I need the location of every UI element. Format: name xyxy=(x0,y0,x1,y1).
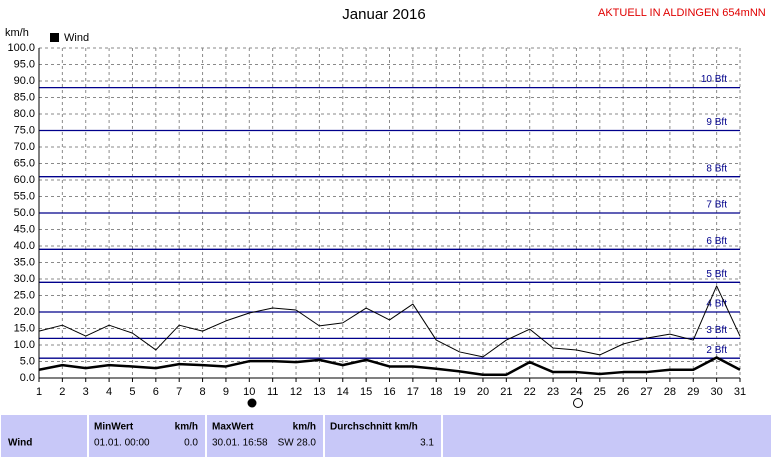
min-time: 01.01. 00:00 xyxy=(94,438,150,449)
y-tick-label: 70.0 xyxy=(14,141,35,153)
avg-header: Durchschnitt km/h xyxy=(330,422,418,433)
moon-full xyxy=(247,398,257,408)
legend-swatch xyxy=(50,33,59,42)
y-tick-label: 20.0 xyxy=(14,306,35,318)
x-tick-label: 17 xyxy=(407,386,419,398)
beaufort-label: 3 Bft xyxy=(706,325,727,336)
beaufort-label: 8 Bft xyxy=(706,163,727,174)
min-unit: km/h xyxy=(175,422,198,433)
x-tick-label: 18 xyxy=(430,386,442,398)
beaufort-label: 5 Bft xyxy=(706,269,727,280)
stats-table: Wind MinWert km/h 01.01. 00:00 0.0 MaxWe… xyxy=(0,413,772,458)
beaufort-label: 2 Bft xyxy=(706,345,727,356)
y-tick-label: 60.0 xyxy=(14,174,35,186)
x-tick-label: 10 xyxy=(243,386,255,398)
x-tick-label: 5 xyxy=(129,386,135,398)
x-tick-label: 16 xyxy=(383,386,395,398)
y-tick-label: 65.0 xyxy=(14,157,35,169)
x-tick-label: 23 xyxy=(547,386,559,398)
y-tick-label: 75.0 xyxy=(14,124,35,136)
y-tick-label: 100.0 xyxy=(7,42,35,54)
series-line xyxy=(38,285,741,358)
x-tick-label: 20 xyxy=(477,386,489,398)
x-tick-label: 25 xyxy=(594,386,606,398)
y-axis-label: km/h xyxy=(5,27,29,39)
x-tick-label: 1 xyxy=(36,386,42,398)
x-tick-label: 6 xyxy=(153,386,159,398)
table-cell xyxy=(205,413,325,458)
x-tick-label: 4 xyxy=(106,386,112,398)
x-tick-label: 13 xyxy=(313,386,325,398)
legend-label: Wind xyxy=(64,32,89,44)
table-cell xyxy=(441,413,772,458)
x-tick-label: 27 xyxy=(640,386,652,398)
row-label: Wind xyxy=(8,438,32,449)
x-tick-label: 26 xyxy=(617,386,629,398)
x-tick-label: 19 xyxy=(453,386,465,398)
beaufort-label: 10 Bft xyxy=(701,74,727,85)
min-value: 0.0 xyxy=(184,438,198,449)
x-tick-label: 2 xyxy=(59,386,65,398)
y-tick-label: 80.0 xyxy=(14,108,35,120)
x-tick-label: 12 xyxy=(290,386,302,398)
x-tick-label: 14 xyxy=(337,386,349,398)
max-value: SW 28.0 xyxy=(278,438,317,449)
x-tick-label: 11 xyxy=(267,386,278,398)
y-tick-label: 95.0 xyxy=(14,58,35,70)
avg-value: 3.1 xyxy=(420,438,434,449)
y-tick-label: 35.0 xyxy=(14,256,35,268)
beaufort-label: 9 Bft xyxy=(706,117,727,128)
x-tick-label: 24 xyxy=(570,386,582,398)
series-line xyxy=(38,356,741,376)
y-tick-label: 25.0 xyxy=(14,289,35,301)
table-cell xyxy=(87,413,207,458)
moon-new xyxy=(573,398,583,408)
y-tick-label: 50.0 xyxy=(14,207,35,219)
min-header: MinWert xyxy=(94,422,134,433)
y-tick-label: 0.0 xyxy=(20,372,35,384)
x-tick-label: 3 xyxy=(83,386,89,398)
x-tick-label: 15 xyxy=(360,386,372,398)
x-tick-label: 21 xyxy=(500,386,512,398)
y-tick-label: 15.0 xyxy=(14,322,35,334)
max-header: MaxWert xyxy=(212,422,254,433)
max-time: 30.01. 16:58 xyxy=(212,438,268,449)
x-tick-label: 9 xyxy=(223,386,229,398)
x-tick-label: 8 xyxy=(200,386,206,398)
beaufort-label: 6 Bft xyxy=(706,236,727,247)
max-unit: km/h xyxy=(293,422,316,433)
x-tick-label: 31 xyxy=(734,386,746,398)
y-tick-label: 30.0 xyxy=(14,273,35,285)
x-tick-label: 7 xyxy=(176,386,182,398)
y-tick-label: 90.0 xyxy=(14,75,35,87)
corner-note: AKTUELL IN ALDINGEN 654mNN xyxy=(598,7,766,19)
y-tick-label: 55.0 xyxy=(14,190,35,202)
beaufort-label: 7 Bft xyxy=(706,200,727,211)
chart-title: Januar 2016 xyxy=(342,6,425,23)
y-tick-label: 45.0 xyxy=(14,223,35,235)
x-tick-label: 28 xyxy=(664,386,676,398)
y-tick-label: 10.0 xyxy=(14,339,35,351)
table-cell xyxy=(323,413,443,458)
y-tick-label: 40.0 xyxy=(14,240,35,252)
table-cell xyxy=(0,413,89,458)
y-tick-label: 85.0 xyxy=(14,91,35,103)
y-tick-label: 5.0 xyxy=(20,355,35,367)
x-tick-label: 22 xyxy=(524,386,536,398)
x-tick-label: 29 xyxy=(687,386,699,398)
beaufort-label: 4 Bft xyxy=(706,299,727,310)
x-tick-label: 30 xyxy=(711,386,723,398)
